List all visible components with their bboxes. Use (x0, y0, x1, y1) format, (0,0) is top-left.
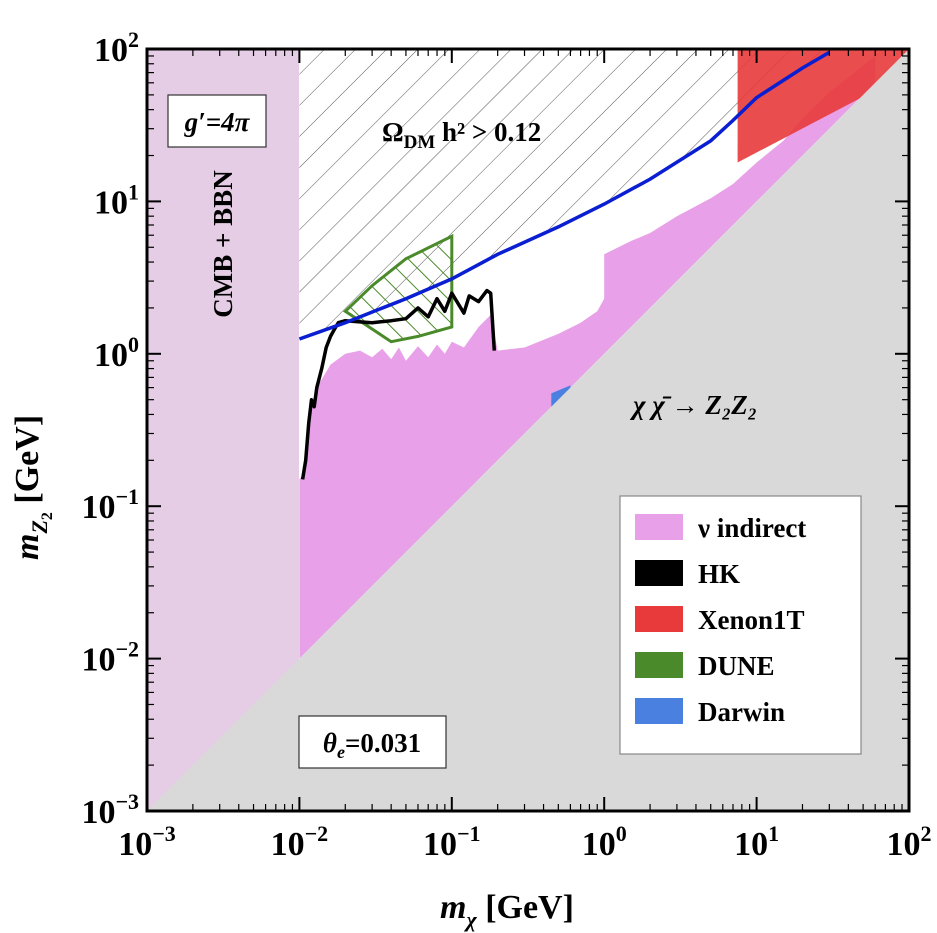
cmb-bbn-region (147, 49, 299, 811)
legend-label-2: Xenon1T (698, 605, 805, 635)
y-tick-label-1: 10−2 (81, 637, 139, 679)
cmb-bbn-label: CMB + BBN (208, 170, 238, 318)
x-tick-label-5: 102 (887, 821, 932, 863)
y-tick-labels: 10−3 10−2 10−1 100 101 102 (81, 27, 139, 831)
legend: ν indirect HK Xenon1T DUNE Darwin (619, 495, 862, 755)
legend-label-4: Darwin (698, 697, 785, 727)
relic-label: ΩDM h² > 0.12 (382, 117, 541, 153)
plot-frame (145, 47, 911, 813)
x-tick-labels: 10−3 10−2 10−1 100 101 102 (118, 821, 931, 863)
y-tick-label-2: 10−1 (81, 484, 139, 526)
y-tick-label-3: 100 (94, 332, 139, 374)
theta-box (298, 715, 447, 769)
legend-label-1: HK (698, 559, 740, 589)
nu-indirect-region (299, 56, 876, 659)
legend-label-3: DUNE (698, 651, 775, 681)
y-axis-title: mZ2 [GeV] (9, 415, 56, 560)
x-tick-label-4: 101 (734, 821, 779, 863)
coupling-box (167, 94, 267, 148)
y-tick-label-0: 10−3 (81, 789, 139, 831)
x-tick-label-3: 100 (582, 821, 627, 863)
channel-label: χ χ̄ → Z₂Z₂ (629, 390, 757, 420)
legend-swatch-4 (635, 698, 683, 724)
relic-density-curve (298, 50, 831, 341)
x-tick-label-2: 10−1 (423, 821, 481, 863)
axis-ticks (146, 49, 909, 812)
y-tick-label-5: 102 (94, 27, 139, 69)
x-axis-title: mχ [GeV] (440, 889, 574, 932)
hk-curve (300, 288, 497, 480)
coupling-label: g′=4π (184, 107, 251, 137)
legend-swatch-2 (635, 606, 683, 632)
legend-swatch-3 (635, 652, 683, 678)
xenon1t-region (737, 49, 909, 163)
x-tick-label-1: 10−2 (271, 821, 329, 863)
legend-swatch-0 (635, 514, 683, 540)
legend-swatch-1 (635, 560, 683, 586)
legend-label-0: ν indirect (697, 513, 806, 543)
x-tick-label-0: 10−3 (118, 821, 176, 863)
y-tick-label-4: 101 (94, 179, 139, 221)
theta-label: θe=0.031 (323, 728, 421, 762)
